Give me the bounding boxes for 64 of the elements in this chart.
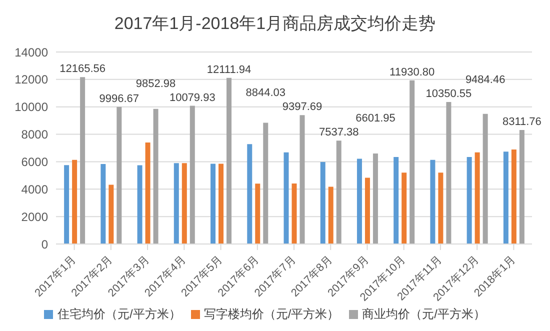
data-label: 9397.69 <box>282 101 322 114</box>
bar <box>300 115 305 244</box>
bar <box>153 108 158 244</box>
bar <box>438 172 444 244</box>
data-label: 10079.93 <box>169 92 216 104</box>
y-tick-label: 4000 <box>21 182 48 196</box>
bar <box>64 165 70 244</box>
bar <box>503 152 508 244</box>
bar <box>511 150 516 244</box>
data-label: 12111.94 <box>206 64 252 76</box>
bar <box>174 163 179 244</box>
bar <box>482 114 488 244</box>
legend-label: 住宅均价（元/平方米） <box>57 307 181 321</box>
data-label: 8311.76 <box>502 116 542 128</box>
data-label: 10350.55 <box>426 88 472 100</box>
data-label: 8844.03 <box>246 87 286 100</box>
bar <box>446 102 452 244</box>
bar <box>145 142 150 244</box>
bar <box>226 78 232 244</box>
y-tick-label: 14000 <box>14 45 48 60</box>
bar <box>430 160 436 244</box>
bar <box>410 80 415 244</box>
bar <box>336 140 342 244</box>
bar <box>263 122 268 244</box>
y-tick-label: 0 <box>41 237 48 252</box>
bar <box>328 186 334 244</box>
bar <box>284 152 289 244</box>
bar <box>108 184 114 244</box>
bar <box>466 157 472 244</box>
y-tick-label: 6000 <box>21 154 48 169</box>
y-tick-label: 12000 <box>14 72 48 87</box>
data-label: 9996.67 <box>99 92 140 105</box>
bar <box>100 164 106 244</box>
bar <box>394 157 399 244</box>
bar <box>247 144 252 244</box>
bar <box>137 165 142 244</box>
bar <box>182 163 187 244</box>
bar <box>116 106 122 244</box>
bar <box>218 164 224 244</box>
legend-label: 商业均价（元/平方米） <box>362 307 486 321</box>
chart-title: 2017年1月-2018年1月商品房成交均价走势 <box>113 13 437 35</box>
bar <box>190 106 195 244</box>
bar <box>372 153 378 244</box>
bar <box>292 184 297 244</box>
bar <box>255 184 260 244</box>
bar <box>210 164 216 244</box>
data-label: 12165.56 <box>60 63 106 76</box>
data-label: 9852.98 <box>136 78 176 90</box>
legend-label: 写字楼均价（元/平方米） <box>204 307 340 321</box>
bar <box>80 77 86 244</box>
bar <box>402 172 407 244</box>
y-tick-label: 2000 <box>21 210 48 224</box>
y-tick-label: 8000 <box>21 128 48 142</box>
bar <box>519 130 524 244</box>
data-label: 6601.95 <box>356 112 396 125</box>
bar <box>72 160 78 244</box>
bar <box>474 152 480 244</box>
data-label: 7537.38 <box>318 126 359 139</box>
bar <box>364 178 370 244</box>
data-label: 9484.46 <box>465 74 506 86</box>
bar <box>356 158 362 244</box>
bar <box>320 162 326 244</box>
data-label: 11930.80 <box>390 66 435 78</box>
y-tick-label: 10000 <box>14 100 48 114</box>
